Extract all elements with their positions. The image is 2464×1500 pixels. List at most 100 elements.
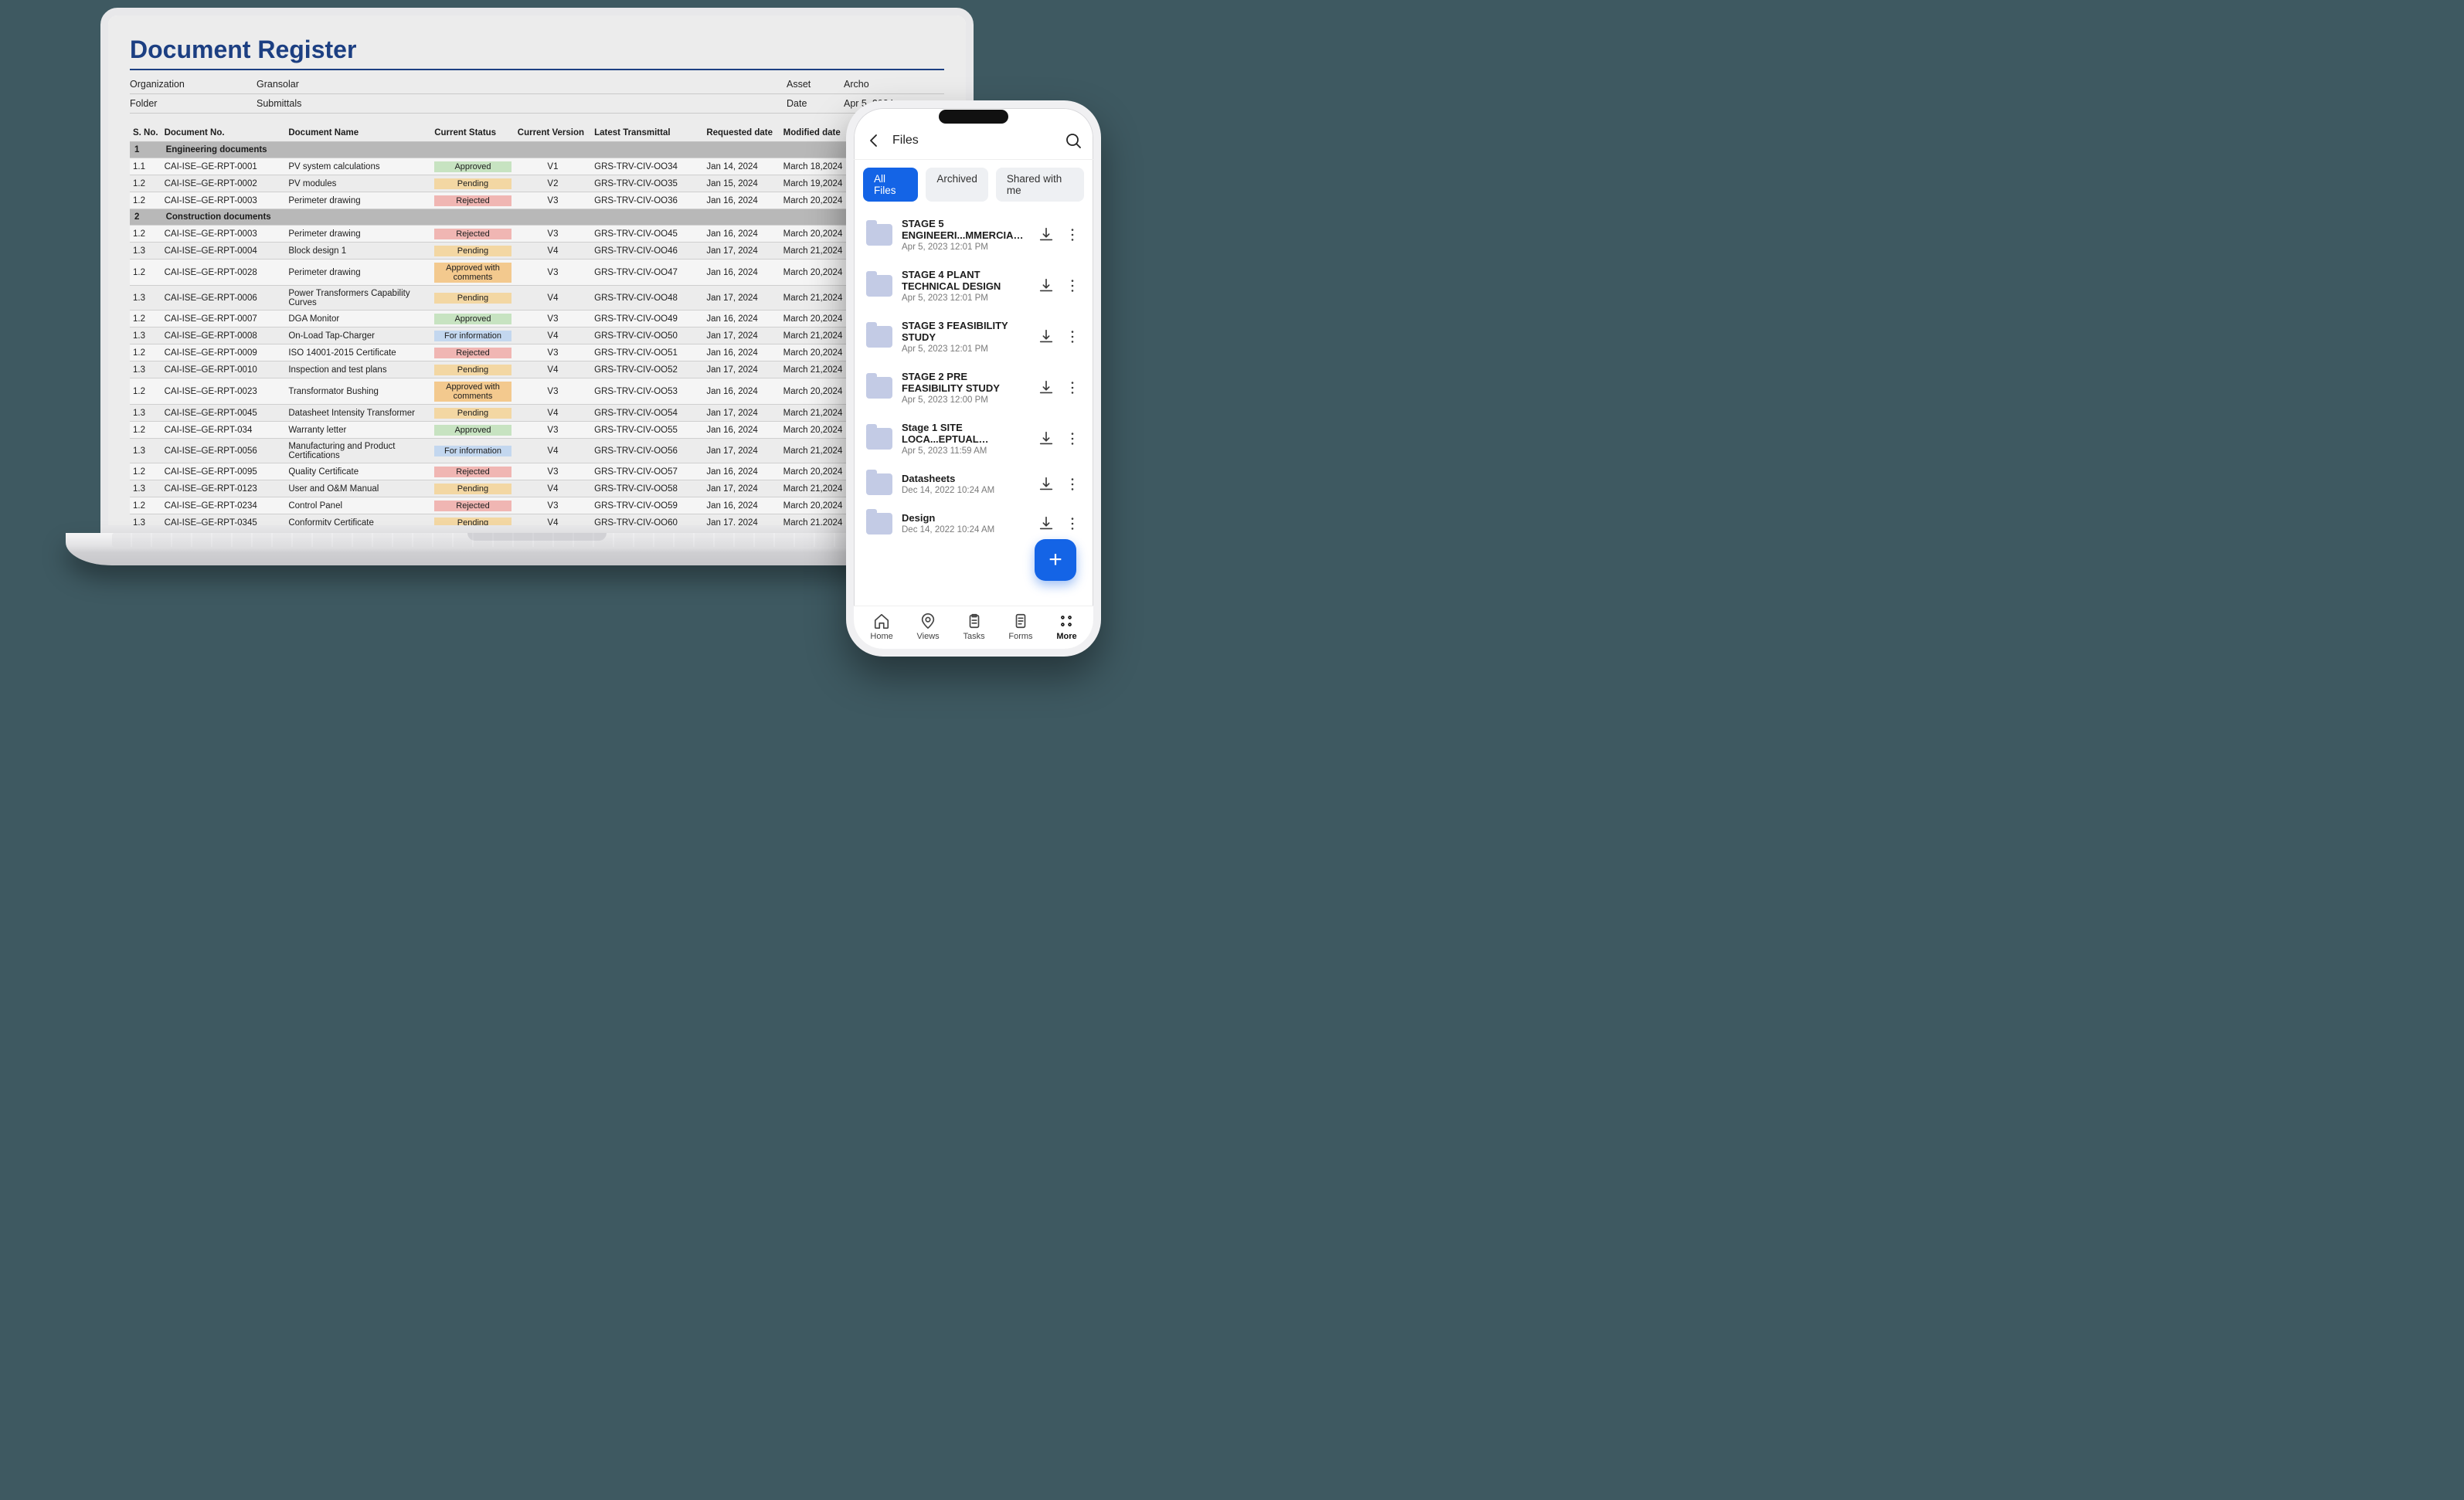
- file-date: Apr 5, 2023 12:00 PM: [902, 395, 1028, 405]
- folder-icon: [866, 326, 892, 348]
- file-row[interactable]: Stage 1 SITE LOCA...EPTUAL ENGINEERINGAp…: [854, 413, 1093, 464]
- status-badge: Approved with comments: [434, 263, 511, 283]
- table-row[interactable]: 1.2CAI-ISE–GE-RPT-0009ISO 14001-2015 Cer…: [130, 344, 944, 361]
- status-badge: Pending: [434, 518, 511, 526]
- nav-label: Home: [870, 632, 892, 641]
- status-badge: Pending: [434, 365, 511, 375]
- status-badge: Pending: [434, 293, 511, 304]
- status-badge: Rejected: [434, 501, 511, 511]
- download-icon[interactable]: [1038, 277, 1055, 294]
- file-name: STAGE 5 ENGINEERI...MMERCIAL OPERATION: [902, 218, 1028, 241]
- phone-header: Files: [854, 125, 1093, 160]
- table-row[interactable]: 1.2CAI-ISE–GE-RPT-0028Perimeter drawingA…: [130, 260, 944, 286]
- more-icon[interactable]: [1064, 226, 1081, 243]
- table-row[interactable]: 1.2CAI-ISE–GE-RPT-0003Perimeter drawingR…: [130, 192, 944, 209]
- folder-icon: [866, 473, 892, 495]
- meta-org-value: Gransolar: [257, 79, 776, 90]
- status-badge: Approved with comments: [434, 382, 511, 402]
- file-row[interactable]: STAGE 3 FEASIBILITY STUDYApr 5, 2023 12:…: [854, 311, 1093, 362]
- table-row[interactable]: 1.3CAI-ISE–GE-RPT-0056Manufacturing and …: [130, 439, 944, 463]
- table-row[interactable]: 1.2CAI-ISE–GE-RPT-0007DGA MonitorApprove…: [130, 311, 944, 327]
- nav-item-more[interactable]: More: [1056, 613, 1076, 641]
- download-icon[interactable]: [1038, 328, 1055, 345]
- download-icon[interactable]: [1038, 430, 1055, 447]
- section-row: 2Construction documents: [130, 209, 944, 226]
- document-register-title: Document Register: [130, 29, 944, 70]
- meta-asset-label: Asset: [787, 79, 833, 90]
- phone-mockup: Files All FilesArchivedShared with me ST…: [846, 100, 1101, 657]
- status-badge: For information: [434, 446, 511, 456]
- more-icon[interactable]: [1064, 430, 1081, 447]
- search-icon[interactable]: [1064, 131, 1082, 150]
- file-date: Dec 14, 2022 10:24 AM: [902, 525, 1028, 535]
- filter-chip[interactable]: Shared with me: [996, 168, 1084, 202]
- meta-org-label: Organization: [130, 79, 246, 90]
- views-icon: [919, 613, 936, 630]
- nav-item-home[interactable]: Home: [870, 613, 892, 641]
- file-row[interactable]: STAGE 2 PRE FEASIBILITY STUDYApr 5, 2023…: [854, 362, 1093, 413]
- download-icon[interactable]: [1038, 379, 1055, 396]
- download-icon[interactable]: [1038, 515, 1055, 532]
- filter-chip[interactable]: All Files: [863, 168, 918, 202]
- more-icon[interactable]: [1064, 476, 1081, 493]
- bottom-nav: Home Views Tasks Forms More: [854, 606, 1093, 649]
- table-row[interactable]: 1.3CAI-ISE–GE-RPT-0010Inspection and tes…: [130, 361, 944, 378]
- add-fab-button[interactable]: +: [1035, 539, 1076, 581]
- file-row[interactable]: STAGE 4 PLANT TECHNICAL DESIGN Apr 5, 202…: [854, 260, 1093, 311]
- status-badge: Pending: [434, 484, 511, 494]
- table-row[interactable]: 1.2CAI-ISE–GE-RPT-0003Perimeter drawingR…: [130, 226, 944, 243]
- table-row[interactable]: 1.3CAI-ISE–GE-RPT-0045Datasheet Intensit…: [130, 405, 944, 422]
- nav-item-views[interactable]: Views: [917, 613, 940, 641]
- phone-header-title: Files: [892, 134, 1055, 148]
- more-icon[interactable]: [1064, 515, 1081, 532]
- meta-folder-label: Folder: [130, 98, 246, 109]
- status-badge: For information: [434, 331, 511, 341]
- table-row[interactable]: 1.2CAI-ISE–GE-RPT-0023Transformator Bush…: [130, 378, 944, 405]
- more-icon: [1058, 613, 1075, 630]
- nav-item-tasks[interactable]: Tasks: [963, 613, 984, 641]
- file-date: Apr 5, 2023 12:01 PM: [902, 344, 1028, 354]
- folder-icon: [866, 428, 892, 450]
- meta-date-label: Date: [787, 98, 833, 109]
- table-row[interactable]: 1.2CAI-ISE–GE-RPT-034Warranty letterAppr…: [130, 422, 944, 439]
- file-name: Design: [902, 512, 1028, 524]
- filter-chips: All FilesArchivedShared with me: [854, 160, 1093, 209]
- status-badge: Pending: [434, 178, 511, 189]
- download-icon[interactable]: [1038, 226, 1055, 243]
- table-row[interactable]: 1.3CAI-ISE–GE-RPT-0345Conformity Certifi…: [130, 514, 944, 526]
- table-row[interactable]: 1.2CAI-ISE–GE-RPT-0095Quality Certificat…: [130, 463, 944, 480]
- nav-label: More: [1056, 632, 1076, 641]
- table-row[interactable]: 1.1CAI-ISE–GE-RPT-0001PV system calculat…: [130, 158, 944, 175]
- column-header: Current Status: [431, 124, 515, 142]
- file-row[interactable]: STAGE 5 ENGINEERI...MMERCIAL OPERATIONAp…: [854, 209, 1093, 260]
- status-badge: Rejected: [434, 195, 511, 206]
- meta-asset-value: Archo: [844, 79, 944, 90]
- back-icon[interactable]: [865, 131, 883, 150]
- file-name: STAGE 4 PLANT TECHNICAL DESIGN: [902, 269, 1028, 292]
- status-badge: Pending: [434, 246, 511, 256]
- download-icon[interactable]: [1038, 476, 1055, 493]
- nav-item-forms[interactable]: Forms: [1008, 613, 1032, 641]
- document-register-meta: Organization Gransolar Asset Archo Folde…: [130, 75, 944, 114]
- more-icon[interactable]: [1064, 328, 1081, 345]
- file-row[interactable]: DatasheetsDec 14, 2022 10:24 AM: [854, 464, 1093, 504]
- file-name: STAGE 3 FEASIBILITY STUDY: [902, 320, 1028, 343]
- file-row[interactable]: DesignDec 14, 2022 10:24 AM: [854, 504, 1093, 543]
- file-date: Apr 5, 2023 12:01 PM: [902, 294, 1028, 303]
- document-register-table: S. No.Document No.Document NameCurrent S…: [130, 124, 944, 525]
- status-badge: Approved: [434, 425, 511, 436]
- table-row[interactable]: 1.2CAI-ISE–GE-RPT-0002PV modulesPendingV…: [130, 175, 944, 192]
- table-row[interactable]: 1.3CAI-ISE–GE-RPT-0004Block design 1Pend…: [130, 243, 944, 260]
- file-date: Dec 14, 2022 10:24 AM: [902, 486, 1028, 495]
- status-badge: Pending: [434, 408, 511, 419]
- folder-icon: [866, 275, 892, 297]
- table-row[interactable]: 1.3CAI-ISE–GE-RPT-0008On-Load Tap-Charge…: [130, 327, 944, 344]
- more-icon[interactable]: [1064, 277, 1081, 294]
- table-row[interactable]: 1.2CAI-ISE–GE-RPT-0234Control PanelRejec…: [130, 497, 944, 514]
- laptop-mockup: Document Register Organization Gransolar…: [100, 8, 974, 565]
- table-row[interactable]: 1.3CAI-ISE–GE-RPT-0006Power Transformers…: [130, 286, 944, 311]
- laptop-screen: Document Register Organization Gransolar…: [100, 8, 974, 533]
- table-row[interactable]: 1.3CAI-ISE–GE-RPT-0123User and O&M Manua…: [130, 480, 944, 497]
- filter-chip[interactable]: Archived: [926, 168, 988, 202]
- more-icon[interactable]: [1064, 379, 1081, 396]
